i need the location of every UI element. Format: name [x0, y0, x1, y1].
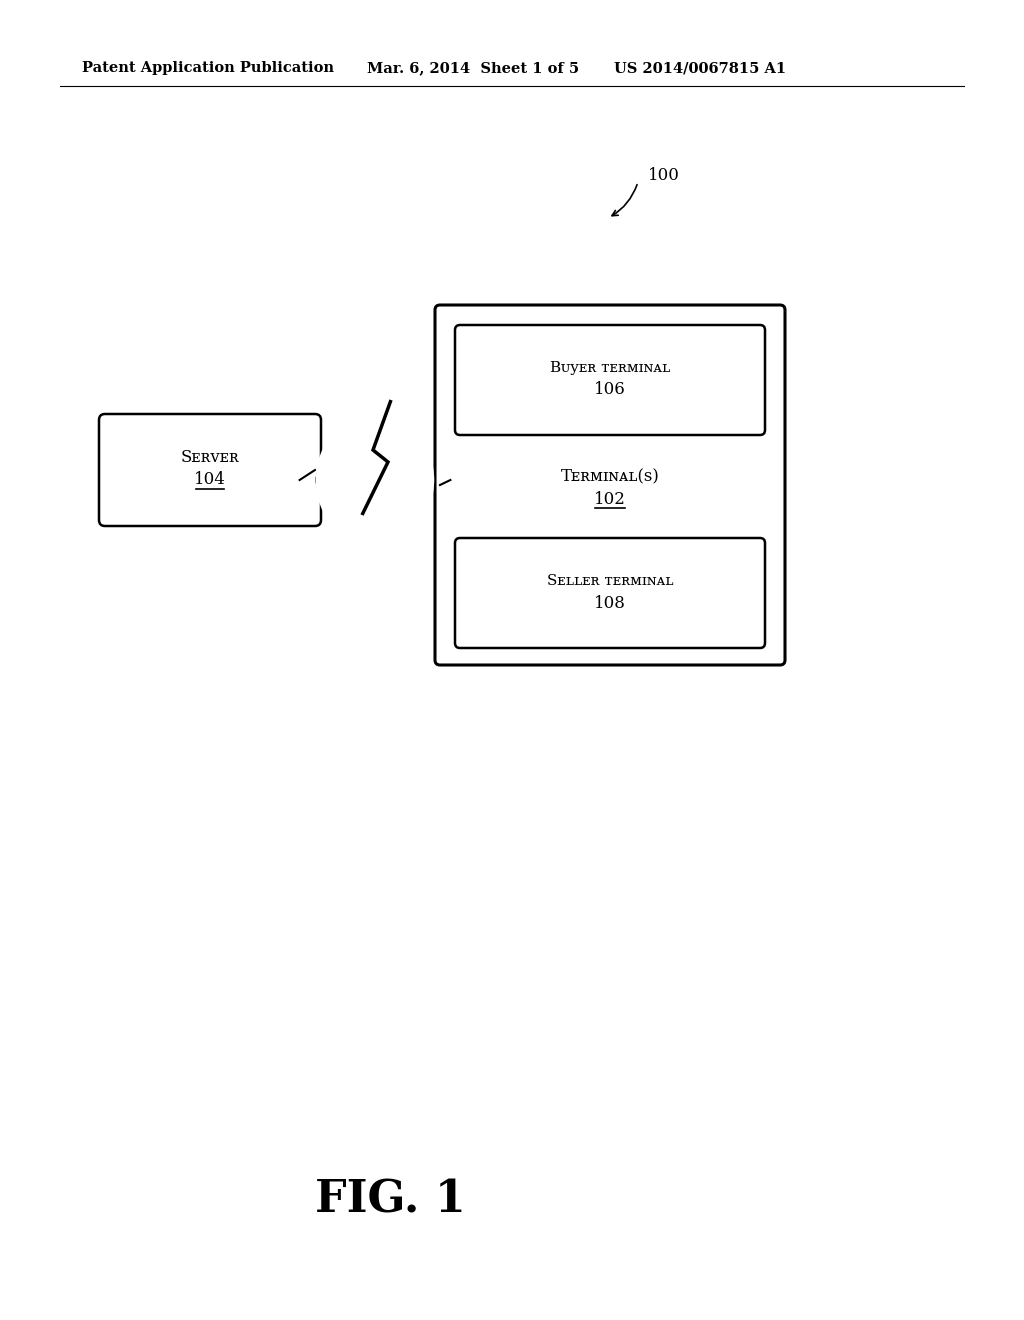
Circle shape — [392, 459, 433, 500]
Circle shape — [342, 430, 385, 474]
Circle shape — [335, 500, 369, 533]
Circle shape — [366, 430, 409, 474]
FancyBboxPatch shape — [455, 539, 765, 648]
FancyBboxPatch shape — [435, 305, 785, 665]
FancyBboxPatch shape — [99, 414, 321, 525]
Text: Patent Application Publication: Patent Application Publication — [82, 61, 334, 75]
Text: US 2014/0067815 A1: US 2014/0067815 A1 — [614, 61, 786, 75]
Text: 108: 108 — [594, 594, 626, 611]
Text: Bᴜуᴇʀ ᴛᴇʀᴍɪɴᴀʟ: Bᴜуᴇʀ ᴛᴇʀᴍɪɴᴀʟ — [550, 360, 670, 375]
Text: Mar. 6, 2014  Sheet 1 of 5: Mar. 6, 2014 Sheet 1 of 5 — [367, 61, 580, 75]
Text: 102: 102 — [594, 491, 626, 507]
Text: 100: 100 — [648, 168, 680, 185]
Circle shape — [381, 500, 415, 533]
FancyBboxPatch shape — [455, 325, 765, 436]
Text: Tᴇʀᴍɪɴᴀʟ(s): Tᴇʀᴍɪɴᴀʟ(s) — [560, 469, 659, 486]
Text: Sᴇʀᴠᴇʀ: Sᴇʀᴠᴇʀ — [180, 450, 240, 466]
Circle shape — [316, 459, 358, 500]
Ellipse shape — [316, 414, 433, 545]
Text: 104: 104 — [195, 471, 226, 488]
Text: FIG. 1: FIG. 1 — [314, 1179, 465, 1221]
Circle shape — [362, 511, 388, 537]
Text: Sᴇʟʟᴇʀ ᴛᴇʀᴍɪɴᴀʟ: Sᴇʟʟᴇʀ ᴛᴇʀᴍɪɴᴀʟ — [547, 574, 673, 587]
Text: 106: 106 — [594, 381, 626, 399]
